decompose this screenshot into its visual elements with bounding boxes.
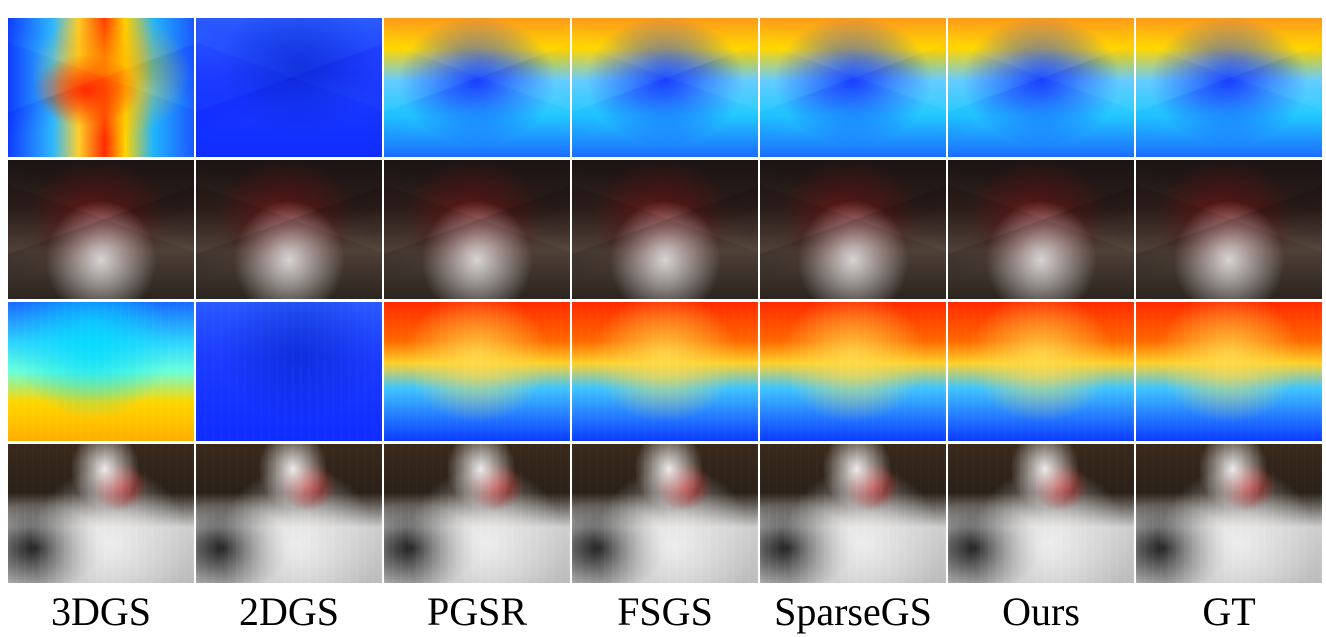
- label-fsgs: FSGS: [617, 589, 713, 634]
- rgb-row-2-2dgs: [196, 444, 382, 583]
- depth-detail-overlay: [1136, 302, 1322, 441]
- depth-detail-overlay: [8, 302, 194, 441]
- depth-image: [760, 302, 946, 441]
- rgb-row-1-ours: [948, 160, 1134, 299]
- rgb-row-1-2dgs: [196, 160, 382, 299]
- depth-image: [760, 18, 946, 157]
- depth-row-2-2dgs: [196, 302, 382, 441]
- depth-image: [572, 302, 758, 441]
- depth-detail-overlay: [760, 18, 946, 157]
- rgb-image: [948, 160, 1134, 299]
- rgb-image: [196, 444, 382, 583]
- rgb-image: [384, 160, 570, 299]
- depth-row-1-ours: [948, 18, 1134, 157]
- depth-detail-overlay: [572, 18, 758, 157]
- rgb-detail-overlay: [1136, 160, 1322, 299]
- rgb-row-1-gt: [1136, 160, 1322, 299]
- depth-image: [572, 18, 758, 157]
- depth-image: [1136, 18, 1322, 157]
- rgb-image: [1136, 160, 1322, 299]
- depth-row-2-sparsegs: [760, 302, 946, 441]
- depth-row-1-fsgs: [572, 18, 758, 157]
- rgb-image: [8, 444, 194, 583]
- rgb-row-2-pgsr: [384, 444, 570, 583]
- rgb-detail-overlay: [384, 444, 570, 583]
- depth-image: [948, 302, 1134, 441]
- rgb-row-2-ours: [948, 444, 1134, 583]
- method-labels: 3DGS 2DGS PGSR FSGS SparseGS Ours GT: [8, 586, 1324, 637]
- label-2dgs: 2DGS: [238, 589, 340, 634]
- rgb-image: [760, 444, 946, 583]
- rgb-row-2-sparsegs: [760, 444, 946, 583]
- depth-detail-overlay: [8, 18, 194, 157]
- depth-detail-overlay: [760, 302, 946, 441]
- label-3dgs: 3DGS: [50, 589, 152, 634]
- depth-row-1-gt: [1136, 18, 1322, 157]
- depth-image: [384, 18, 570, 157]
- rgb-detail-overlay: [8, 444, 194, 583]
- rgb-image: [948, 444, 1134, 583]
- rgb-row-1-sparsegs: [760, 160, 946, 299]
- rgb-detail-overlay: [948, 160, 1134, 299]
- image-grid: [8, 18, 1324, 583]
- rgb-detail-overlay: [8, 160, 194, 299]
- depth-row-2-gt: [1136, 302, 1322, 441]
- depth-row-2-3dgs: [8, 302, 194, 441]
- rgb-detail-overlay: [384, 160, 570, 299]
- rgb-detail-overlay: [1136, 444, 1322, 583]
- rgb-image: [572, 160, 758, 299]
- rgb-row-1-fsgs: [572, 160, 758, 299]
- depth-row-1-pgsr: [384, 18, 570, 157]
- label-ours: Ours: [1002, 589, 1080, 634]
- depth-row-2-pgsr: [384, 302, 570, 441]
- depth-image: [1136, 302, 1322, 441]
- depth-detail-overlay: [384, 302, 570, 441]
- depth-detail-overlay: [948, 18, 1134, 157]
- depth-detail-overlay: [572, 302, 758, 441]
- depth-image: [384, 302, 570, 441]
- depth-row-1-sparsegs: [760, 18, 946, 157]
- depth-detail-overlay: [384, 18, 570, 157]
- rgb-image: [384, 444, 570, 583]
- rgb-detail-overlay: [196, 444, 382, 583]
- label-gt: GT: [1202, 589, 1256, 634]
- rgb-row-2-fsgs: [572, 444, 758, 583]
- depth-image: [8, 18, 194, 157]
- depth-detail-overlay: [196, 18, 382, 157]
- rgb-detail-overlay: [948, 444, 1134, 583]
- depth-row-1-3dgs: [8, 18, 194, 157]
- rgb-image: [8, 160, 194, 299]
- rgb-image: [1136, 444, 1322, 583]
- rgb-detail-overlay: [196, 160, 382, 299]
- rgb-row-1-3dgs: [8, 160, 194, 299]
- rgb-image: [760, 160, 946, 299]
- depth-image: [8, 302, 194, 441]
- rgb-detail-overlay: [760, 444, 946, 583]
- rgb-row-2-3dgs: [8, 444, 194, 583]
- depth-image: [196, 302, 382, 441]
- depth-image: [948, 18, 1134, 157]
- rgb-detail-overlay: [572, 160, 758, 299]
- rgb-row-2-gt: [1136, 444, 1322, 583]
- rgb-detail-overlay: [572, 444, 758, 583]
- depth-row-2-ours: [948, 302, 1134, 441]
- depth-row-1-2dgs: [196, 18, 382, 157]
- label-sparsegs: SparseGS: [774, 589, 932, 634]
- depth-row-2-fsgs: [572, 302, 758, 441]
- rgb-image: [196, 160, 382, 299]
- depth-image: [196, 18, 382, 157]
- depth-detail-overlay: [196, 302, 382, 441]
- depth-detail-overlay: [948, 302, 1134, 441]
- label-pgsr: PGSR: [426, 589, 528, 634]
- rgb-detail-overlay: [760, 160, 946, 299]
- depth-detail-overlay: [1136, 18, 1322, 157]
- rgb-image: [572, 444, 758, 583]
- rgb-row-1-pgsr: [384, 160, 570, 299]
